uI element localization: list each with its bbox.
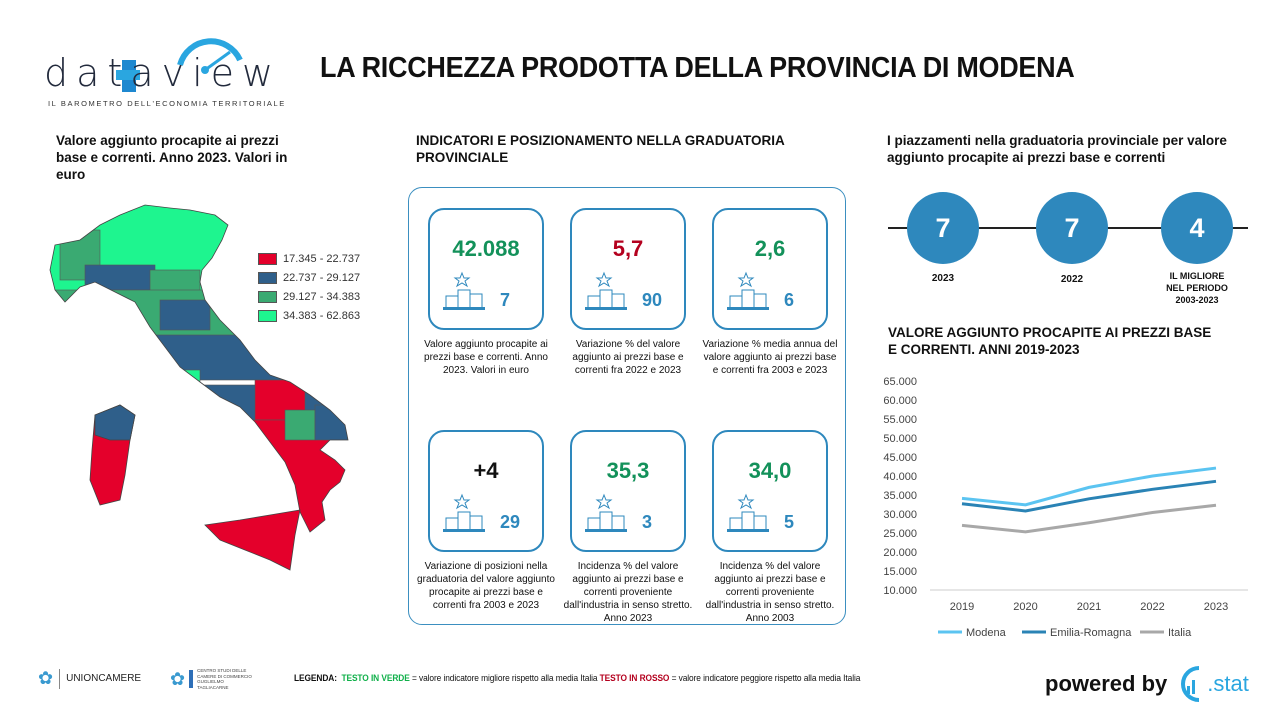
indicator-value: 2,6 [754,236,786,261]
rank-2022-label: 2022 [1060,274,1084,285]
indicator-card: 42.088 7 [428,208,544,330]
series-line-emilia-romagna [961,479,1217,513]
podium-icon [443,271,485,310]
indicator-description: Incidenza % del valore aggiunto ai prezz… [705,561,835,624]
legend-item: 29.127 - 34.383 [258,287,360,306]
indicators-panel [408,187,846,625]
legend-label: Emilia-Romagna [1050,627,1132,639]
y-tick-label: 30.000 [883,509,917,521]
logo-text: dataview [44,51,282,95]
indicator-rank: 6 [784,290,795,310]
y-tick-label: 50.000 [883,433,917,445]
centro-studi-text: CENTRO STUDI DELLE CAMERE DI COMMERCIO G… [197,668,252,690]
powered-by-text: powered by [1045,671,1168,696]
centro-studi-icon: ✿ [170,668,186,689]
legend-label: Italia [1168,627,1192,639]
series-line-modena [961,466,1217,507]
legend-item: 17.345 - 22.737 [258,249,360,268]
indicator-description: Variazione % del valore aggiunto ai prez… [572,339,684,376]
y-tick-label: 60.000 [883,395,917,407]
dataview-logo: dataview IL BAROMETRO DELL'ECONOMIA TERR… [40,30,300,110]
stat-text: .stat [1207,671,1249,696]
centro-studi-logo: ✿ CENTRO STUDI DELLE CAMERE DI COMMERCIO… [170,668,255,690]
indicator-card: +4 29 [428,430,544,552]
indicators-title: INDICATORI E POSIZIONAMENTO NELLA GRADUA… [416,133,785,165]
line-chart: 10.000 15.000 20.000 25.000 30.000 35.000 40.0… [883,376,1248,639]
red-text: TESTO IN ROSSO [599,673,670,684]
indicator-rank: 3 [642,512,653,532]
indicator-value: 5,7 [612,236,644,261]
indicator-value: 35,3 [606,458,650,483]
map-legend: 17.345 - 22.737 22.737 - 29.127 29.127 -… [258,249,360,325]
rank-best-label: IL MIGLIORE NEL PERIODO 2003-2023 [1166,271,1228,305]
y-tick-label: 25.000 [883,528,917,540]
footer-legend: LEGENDA: TESTO IN VERDE = valore indicat… [294,673,860,684]
y-tick-label: 35.000 [883,490,917,502]
indicator-rank: 5 [784,512,795,532]
y-tick-label: 15.000 [883,566,917,578]
italy-map [49,204,349,571]
legend-label: LEGENDA: [294,673,337,684]
rank-2023-label: 2023 [931,273,955,284]
page-title: LA RICCHEZZA PRODOTTA DELLA PROVINCIA DI… [320,52,1075,84]
podium-icon [585,271,627,310]
indicator-rank: 90 [642,290,663,310]
indicator-description: Variazione di posizioni nella graduatori… [417,561,555,611]
chart-title: VALORE AGGIUNTO PROCAPITE AI PREZZI BASE… [888,325,1212,357]
indicator-value: 42.088 [452,236,520,261]
indicator-rank: 7 [500,290,511,310]
x-tick-label: 2021 [1077,601,1101,613]
indicator-rank: 29 [500,512,521,532]
y-tick-label: 40.000 [883,471,917,483]
legend-label: Modena [966,627,1007,639]
unioncamere-logo: ✿ UNIONCAMERE [38,668,141,689]
indicator-card: 34,0 5 [712,430,828,552]
x-tick-label: 2020 [1013,601,1037,613]
series-line-italia [961,503,1217,534]
podium-icon [727,493,769,532]
indicator-description: Variazione % media annua del valore aggi… [702,339,838,376]
podium-icon [585,493,627,532]
green-desc: = valore indicatore migliore rispetto al… [411,673,598,684]
unioncamere-text: UNIONCAMERE [66,673,142,684]
rank-2022-circle: 7 [1036,192,1108,264]
map-title: Valore aggiunto procapite ai prezzi base… [56,133,288,182]
y-tick-label: 45.000 [883,452,917,464]
placements-title: I piazzamenti nella graduatoria provinci… [887,133,1227,165]
x-tick-label: 2019 [950,601,974,613]
unioncamere-icon: ✿ [38,668,54,688]
green-text: TESTO IN VERDE [341,673,410,684]
logo-gauge-icon [116,38,243,92]
indicator-card: 35,3 3 [570,430,686,552]
y-tick-label: 20.000 [883,547,917,559]
podium-icon [443,493,485,532]
indicator-card: 5,7 90 [570,208,686,330]
y-tick-label: 55.000 [883,414,917,426]
indicator-card: 2,6 6 [712,208,828,330]
y-tick-label: 65.000 [883,376,917,388]
cstat-logo-icon [1181,666,1200,702]
logo-tagline: IL BAROMETRO DELL'ECONOMIA TERRITORIALE [48,99,286,108]
y-tick-label: 10.000 [883,585,917,597]
rank-best-circle: 4 [1161,192,1233,264]
rank-2023-circle: 7 [907,192,979,264]
indicator-description: Valore aggiunto procapite ai prezzi base… [424,339,548,376]
red-desc: = valore indicatore peggiore rispetto al… [671,673,861,684]
x-tick-label: 2023 [1204,601,1228,613]
legend-item: 22.737 - 29.127 [258,268,360,287]
indicator-value: 34,0 [748,458,792,483]
powered-by: powered by .stat [1045,664,1249,704]
indicator-value: +4 [473,458,499,483]
x-tick-label: 2022 [1140,601,1164,613]
legend-item: 34.383 - 62.863 [258,306,360,325]
podium-icon [727,271,769,310]
indicator-description: Incidenza % del valore aggiunto ai prezz… [563,561,693,624]
